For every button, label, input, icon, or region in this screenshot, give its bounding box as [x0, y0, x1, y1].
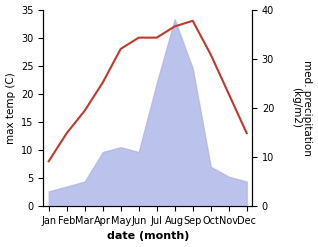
X-axis label: date (month): date (month)	[107, 231, 189, 242]
Y-axis label: max temp (C): max temp (C)	[5, 72, 16, 144]
Y-axis label: med. precipitation
(kg/m2): med. precipitation (kg/m2)	[291, 60, 313, 156]
